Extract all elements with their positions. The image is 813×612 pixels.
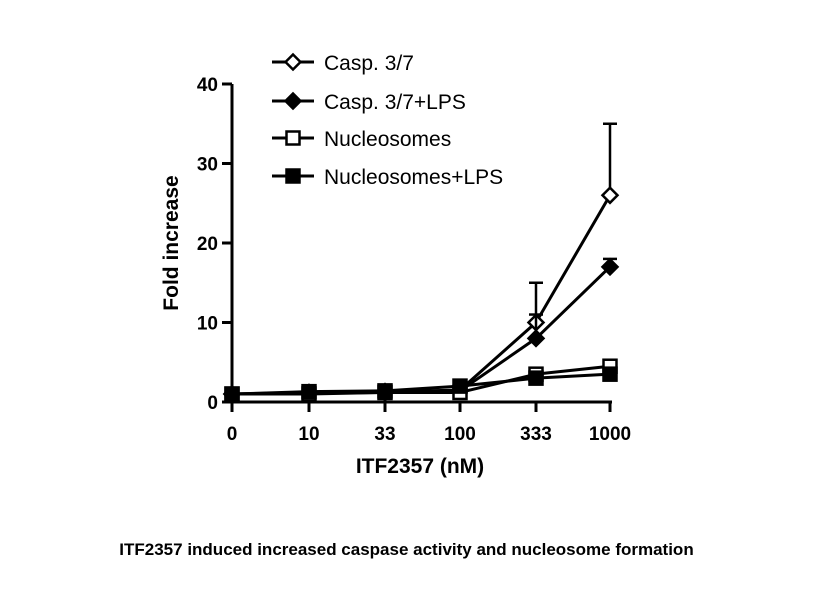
legend-entry: Casp. 3/7	[272, 52, 414, 75]
x-axis-label: ITF2357 (nM)	[356, 455, 484, 478]
series-casp-3-7-lps	[222, 257, 620, 404]
series-line	[231, 194, 612, 396]
x-tick-label: 10	[298, 424, 319, 445]
data-point	[528, 370, 544, 386]
legend-entry: Nucleosomes	[272, 128, 451, 151]
data-point	[452, 378, 468, 394]
legend-marker	[283, 52, 303, 72]
legend-marker	[285, 130, 301, 146]
chart-container: 0 10 20 30 40 0 10 33 100 333 1000 Casp. 3/7 Casp. …	[160, 52, 631, 478]
axes: 0 10 20 30 40 0 10 33 100 333 1000	[197, 75, 631, 445]
x-tick-label: 333	[520, 424, 552, 445]
x-tick-label: 1000	[589, 424, 631, 445]
series-nucleosomes-lps	[224, 366, 618, 402]
y-tick-label: 20	[197, 234, 218, 255]
legend: Casp. 3/7 Casp. 3/7+LPS Nucleosomes Nucleos…	[272, 52, 503, 189]
series-line	[231, 265, 612, 396]
y-tick-label: 40	[197, 75, 218, 96]
series-line	[232, 364, 611, 396]
data-point	[377, 383, 393, 399]
data-point	[602, 366, 618, 382]
data-point	[600, 257, 620, 277]
legend-label: Casp. 3/7+LPS	[324, 91, 466, 114]
series-line	[231, 372, 611, 396]
data-point	[301, 383, 317, 400]
legend-entry: Casp. 3/7+LPS	[272, 91, 466, 114]
x-tick-label: 0	[227, 424, 238, 445]
data-point	[600, 186, 620, 205]
series-nucleosomes	[224, 358, 618, 402]
legend-label: Nucleosomes	[324, 128, 451, 151]
x-tick-label: 100	[444, 424, 476, 445]
legend-label: Casp. 3/7	[324, 52, 414, 75]
y-tick-label: 30	[197, 155, 218, 176]
data-point	[526, 329, 546, 348]
series-group	[222, 122, 620, 404]
y-axis-label: Fold increase	[160, 175, 183, 310]
y-tick-label: 0	[207, 393, 218, 414]
legend-marker	[285, 168, 301, 184]
figure-caption: ITF2357 induced increased caspase activi…	[119, 540, 694, 559]
legend-entry: Nucleosomes+LPS	[272, 166, 503, 189]
legend-marker	[283, 91, 303, 111]
y-tick-label: 10	[197, 314, 218, 335]
legend-label: Nucleosomes+LPS	[324, 166, 503, 189]
x-tick-label: 33	[374, 424, 395, 445]
data-point	[224, 386, 240, 402]
